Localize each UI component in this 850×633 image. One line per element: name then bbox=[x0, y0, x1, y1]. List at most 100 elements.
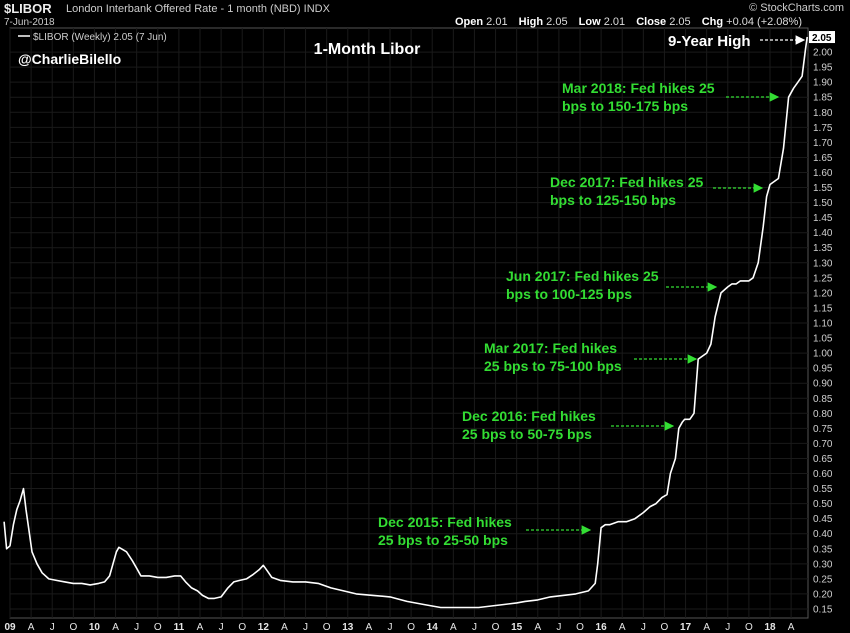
y-tick-label: 0.50 bbox=[813, 499, 833, 510]
y-tick-label: 1.30 bbox=[813, 258, 833, 269]
x-tick-label: J bbox=[303, 622, 308, 633]
y-tick-label: 1.95 bbox=[813, 63, 833, 74]
annotation-mar-2018-line: bps to 150-175 bps bbox=[562, 98, 688, 114]
chart-title: 1-Month Libor bbox=[314, 41, 421, 58]
y-tick-label: 0.85 bbox=[813, 394, 833, 405]
x-tick-label: J bbox=[50, 622, 55, 633]
x-tick-label: O bbox=[407, 622, 415, 633]
x-tick-label: J bbox=[388, 622, 393, 633]
y-tick-label: 1.80 bbox=[813, 108, 833, 119]
annotation-dec-2015-line: Dec 2015: Fed hikes bbox=[378, 514, 512, 530]
chg-label: Chg bbox=[701, 16, 724, 28]
y-tick-label: 0.45 bbox=[813, 514, 833, 525]
annotation-mar-2018-line: Mar 2018: Fed hikes 25 bbox=[562, 80, 715, 96]
y-tick-label: 0.25 bbox=[813, 574, 833, 585]
y-tick-label: 1.25 bbox=[813, 273, 833, 284]
y-tick-label: 0.15 bbox=[813, 604, 833, 615]
x-tick-label: O bbox=[323, 622, 331, 633]
y-tick-label: 1.40 bbox=[813, 228, 833, 239]
x-tick-label: O bbox=[661, 622, 669, 633]
x-tick-label: O bbox=[154, 622, 162, 633]
series-name: London Interbank Offered Rate - 1 month … bbox=[66, 3, 330, 15]
x-tick-label: J bbox=[556, 622, 561, 633]
y-tick-label: 0.20 bbox=[813, 589, 833, 600]
annotation-mar-2017-line: Mar 2017: Fed hikes bbox=[484, 340, 617, 356]
annotation-jun-2017-line: bps to 100-125 bps bbox=[506, 286, 632, 302]
x-tick-label: J bbox=[641, 622, 646, 633]
annotation-jun-2017-line: Jun 2017: Fed hikes 25 bbox=[506, 268, 659, 284]
x-tick-label: A bbox=[197, 622, 204, 633]
libor-series-line bbox=[3, 36, 808, 609]
y-tick-label: 1.10 bbox=[813, 319, 833, 330]
y-tick-label: 1.70 bbox=[813, 138, 833, 149]
y-tick-label: 0.30 bbox=[813, 559, 833, 570]
y-tick-label: 1.00 bbox=[813, 349, 833, 360]
author-handle: @CharlieBilello bbox=[18, 51, 121, 67]
y-tick-label: 2.00 bbox=[813, 48, 833, 59]
annotation-nine-year-high-line: 9-Year High bbox=[668, 33, 751, 50]
open-value: 2.01 bbox=[486, 16, 508, 28]
y-tick-label: 0.75 bbox=[813, 424, 833, 435]
x-tick-label: J bbox=[134, 622, 139, 633]
y-tick-label: 1.60 bbox=[813, 168, 833, 179]
y-tick-label: 0.90 bbox=[813, 379, 833, 390]
y-tick-label: 0.60 bbox=[813, 469, 833, 480]
high-label: High bbox=[518, 16, 544, 28]
legend-text: $LIBOR (Weekly) 2.05 (7 Jun) bbox=[33, 32, 167, 43]
x-tick-label: A bbox=[450, 622, 457, 633]
y-tick-label: 0.35 bbox=[813, 544, 833, 555]
y-tick-label: 1.45 bbox=[813, 213, 833, 224]
x-tick-label: 12 bbox=[258, 622, 270, 633]
y-tick-label: 1.35 bbox=[813, 243, 833, 254]
annotation-dec-2017-line: Dec 2017: Fed hikes 25 bbox=[550, 174, 704, 190]
annotation-dec-2016-line: Dec 2016: Fed hikes bbox=[462, 408, 596, 424]
y-tick-label: 0.70 bbox=[813, 439, 833, 450]
low-value: 2.01 bbox=[603, 16, 626, 28]
x-tick-label: A bbox=[112, 622, 119, 633]
y-tick-label: 1.90 bbox=[813, 78, 833, 89]
y-tick-label: 1.65 bbox=[813, 153, 833, 164]
y-tick-label: 1.05 bbox=[813, 334, 833, 345]
x-tick-label: A bbox=[534, 622, 541, 633]
x-tick-label: A bbox=[788, 622, 795, 633]
source-credit: © StockCharts.com bbox=[749, 2, 844, 14]
open-label: Open bbox=[454, 16, 484, 28]
low-label: Low bbox=[578, 16, 601, 28]
last-value-badge bbox=[809, 31, 835, 44]
x-tick-label: A bbox=[703, 622, 710, 633]
y-tick-label: 1.55 bbox=[813, 183, 833, 194]
x-tick-label: A bbox=[28, 622, 35, 633]
series-name-text: London Interbank Offered Rate - 1 month … bbox=[66, 3, 301, 15]
last-value-text: 2.05 bbox=[812, 33, 832, 44]
annotation-dec-2016-line: 25 bps to 50-75 bps bbox=[462, 426, 592, 442]
chart-date: 7-Jun-2018 bbox=[4, 17, 55, 28]
exchange: INDX bbox=[303, 3, 330, 15]
close-value: 2.05 bbox=[669, 16, 691, 28]
y-tick-label: 0.55 bbox=[813, 484, 833, 495]
x-tick-label: 09 bbox=[4, 622, 16, 633]
chg-value: +0.04 (+2.08%) bbox=[726, 16, 802, 28]
x-tick-label: O bbox=[576, 622, 584, 633]
x-tick-label: 13 bbox=[342, 622, 354, 633]
x-tick-label: O bbox=[69, 622, 77, 633]
y-tick-label: 0.80 bbox=[813, 409, 833, 420]
y-tick-label: 1.75 bbox=[813, 123, 833, 134]
y-tick-label: 1.15 bbox=[813, 303, 833, 314]
y-tick-label: 1.20 bbox=[813, 288, 833, 299]
symbol: $LIBOR bbox=[4, 1, 52, 16]
y-tick-label: 0.65 bbox=[813, 454, 833, 465]
x-tick-label: J bbox=[219, 622, 224, 633]
annotation-dec-2015-line: 25 bps to 25-50 bps bbox=[378, 532, 508, 548]
annotation-mar-2017-line: 25 bps to 75-100 bps bbox=[484, 358, 622, 374]
y-tick-label: 1.85 bbox=[813, 93, 833, 104]
x-tick-label: J bbox=[725, 622, 730, 633]
x-tick-label: 15 bbox=[511, 622, 523, 633]
x-tick-label: A bbox=[281, 622, 288, 633]
high-value: 2.05 bbox=[546, 16, 568, 28]
y-tick-label: 0.95 bbox=[813, 364, 833, 375]
x-tick-label: 11 bbox=[174, 622, 185, 633]
x-tick-label: 10 bbox=[89, 622, 101, 633]
annotation-dec-2017-line: bps to 125-150 bps bbox=[550, 192, 676, 208]
x-tick-label: J bbox=[472, 622, 477, 633]
